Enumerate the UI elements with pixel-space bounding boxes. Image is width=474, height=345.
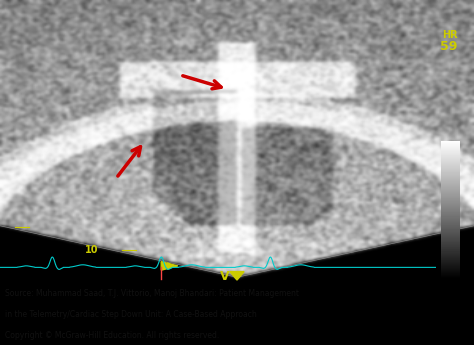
Text: Source: Muhammad Saad, T.J. Vittorio, Manoj Bhandari: Patient Management: Source: Muhammad Saad, T.J. Vittorio, Ma… [5, 289, 299, 298]
Text: 10: 10 [84, 245, 98, 255]
Text: Copyright © McGraw-Hill Education. All rights reserved.: Copyright © McGraw-Hill Education. All r… [5, 331, 219, 340]
Text: in the Telemetry/Cardiac Step Down Unit: A Case-Based Approach: in the Telemetry/Cardiac Step Down Unit:… [5, 310, 256, 319]
Polygon shape [161, 262, 178, 270]
Text: V: V [220, 270, 230, 283]
Text: HR: HR [442, 30, 457, 40]
Polygon shape [230, 272, 244, 280]
Text: 59: 59 [440, 40, 457, 53]
